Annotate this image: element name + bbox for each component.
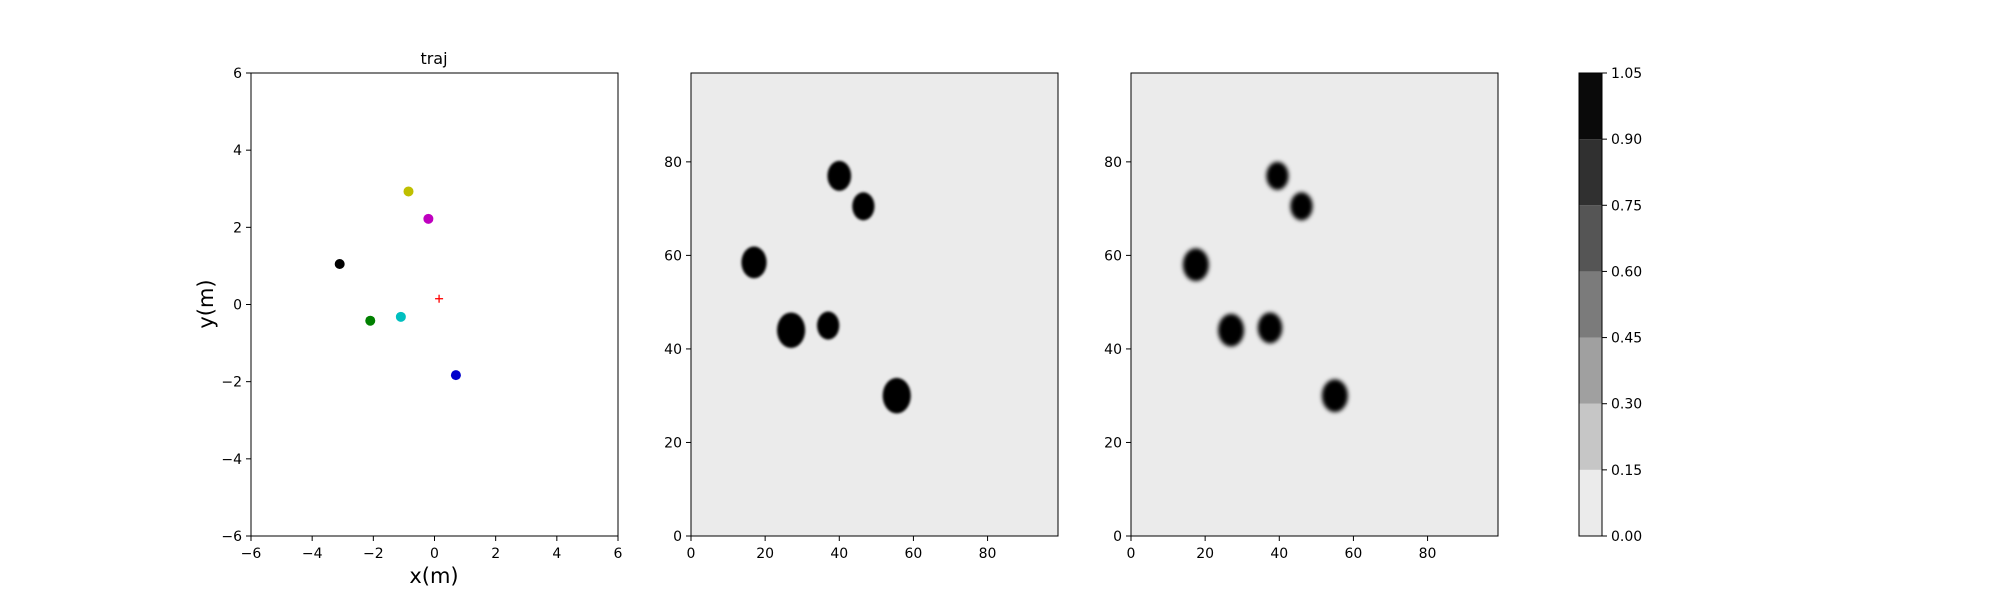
obstacle-blob — [1290, 192, 1313, 221]
x-tick-label: 80 — [979, 546, 997, 562]
y-tick-label: 80 — [1104, 155, 1122, 171]
x-tick-label: 4 — [552, 546, 561, 562]
agent-point — [334, 258, 345, 269]
obstacle-blob — [1257, 312, 1283, 344]
colorbar-band — [1579, 403, 1602, 470]
obstacle-blob — [777, 312, 806, 348]
y-axis-ticks: 0 20 40 60 80 — [1104, 155, 1131, 545]
y-tick-label: 40 — [1104, 342, 1122, 358]
obstacle-blob — [1266, 161, 1289, 190]
x-tick-label: 40 — [1270, 546, 1288, 562]
x-tick-label: −6 — [241, 546, 262, 562]
x-axis-ticks: −6 −4 −2 0 2 4 6 — [241, 536, 623, 562]
chart-title: traj — [420, 49, 447, 68]
traj-scatter-panel: traj −6 −4 −2 0 2 4 6 −6 −4 −2 0 2 4 6 x(m) y(m) — [194, 49, 623, 588]
agent-point — [365, 315, 376, 326]
x-axis-ticks: 0 20 40 60 80 — [687, 536, 997, 562]
colorbar-band — [1579, 469, 1602, 536]
plot-area — [251, 73, 618, 536]
colorbar-tick-label: 0.75 — [1611, 198, 1642, 214]
obstacle-blob — [827, 160, 852, 191]
y-tick-label: 60 — [664, 248, 682, 264]
y-tick-label: 4 — [233, 143, 242, 159]
obstacle-blob — [852, 192, 875, 221]
x-tick-label: 0 — [1127, 546, 1136, 562]
x-tick-label: 6 — [614, 546, 623, 562]
x-axis-label: x(m) — [409, 564, 458, 588]
colorbar: 0.00 0.15 0.30 0.45 0.60 0.75 0.90 1.05 — [1578, 66, 1642, 545]
obstacle-blob — [1321, 379, 1348, 413]
agent-point — [403, 186, 414, 197]
y-tick-label: 60 — [1104, 248, 1122, 264]
heatmap-background — [691, 73, 1058, 536]
y-tick-label: 0 — [1113, 529, 1122, 545]
y-tick-label: 80 — [664, 155, 682, 171]
obstacle-blob — [1218, 313, 1245, 347]
obstacle-blob — [817, 311, 840, 340]
colorbar-tick-label: 1.05 — [1611, 66, 1642, 82]
y-axis-label: y(m) — [194, 279, 218, 328]
heatmap-panel-2: 0 20 40 60 80 0 20 40 60 80 — [1104, 72, 1499, 562]
colorbar-tick-label: 0.00 — [1611, 529, 1642, 545]
x-tick-label: 60 — [905, 546, 923, 562]
heatmap-background — [1131, 73, 1498, 536]
obstacle-blob — [882, 377, 911, 414]
plot-frame — [690, 72, 1059, 537]
heatmap-panel-1: 0 20 40 60 80 0 20 40 60 80 — [664, 72, 1059, 562]
obstacle-blob — [741, 246, 767, 279]
x-tick-label: 20 — [1196, 546, 1214, 562]
x-tick-label: 2 — [491, 546, 500, 562]
y-tick-label: 2 — [233, 220, 242, 236]
colorbar-frame — [1578, 72, 1603, 537]
scatter-points — [334, 186, 461, 381]
y-tick-label: 6 — [233, 66, 242, 82]
x-tick-label: 60 — [1345, 546, 1363, 562]
colorbar-tick-label: 0.45 — [1611, 331, 1642, 347]
x-tick-label: 0 — [687, 546, 696, 562]
y-tick-label: −4 — [221, 452, 242, 468]
y-tick-label: 20 — [1104, 435, 1122, 451]
heatmap-blobs — [1182, 161, 1348, 413]
y-axis-ticks: 0 20 40 60 80 — [664, 155, 691, 545]
y-tick-label: 0 — [673, 529, 682, 545]
agent-point — [395, 311, 406, 322]
plot-frame — [1130, 72, 1499, 537]
y-tick-label: −2 — [221, 375, 242, 391]
x-tick-label: 80 — [1419, 546, 1437, 562]
colorbar-bands — [1579, 73, 1602, 536]
x-axis-ticks: 0 20 40 60 80 — [1127, 536, 1437, 562]
colorbar-band — [1579, 337, 1602, 404]
y-tick-label: −6 — [221, 529, 242, 545]
target-plus-marker — [435, 294, 444, 303]
colorbar-band — [1579, 73, 1602, 140]
x-tick-label: −4 — [302, 546, 323, 562]
heatmap-blobs — [741, 160, 911, 414]
x-tick-label: −2 — [363, 546, 384, 562]
obstacle-blob — [1182, 248, 1209, 282]
colorbar-band — [1579, 271, 1602, 338]
x-tick-label: 40 — [830, 546, 848, 562]
y-axis-ticks: −6 −4 −2 0 2 4 6 — [221, 66, 251, 545]
y-tick-label: 20 — [664, 435, 682, 451]
colorbar-ticks: 0.00 0.15 0.30 0.45 0.60 0.75 0.90 1.05 — [1602, 66, 1642, 545]
x-tick-label: 0 — [430, 546, 439, 562]
colorbar-tick-label: 0.60 — [1611, 264, 1642, 280]
y-tick-label: 40 — [664, 342, 682, 358]
colorbar-tick-label: 0.90 — [1611, 132, 1642, 148]
colorbar-tick-label: 0.30 — [1611, 397, 1642, 413]
x-tick-label: 20 — [756, 546, 774, 562]
colorbar-band — [1579, 139, 1602, 206]
agent-point — [423, 213, 434, 224]
agent-point — [450, 370, 461, 381]
colorbar-tick-label: 0.15 — [1611, 463, 1642, 479]
colorbar-band — [1579, 205, 1602, 272]
y-tick-label: 0 — [233, 298, 242, 314]
